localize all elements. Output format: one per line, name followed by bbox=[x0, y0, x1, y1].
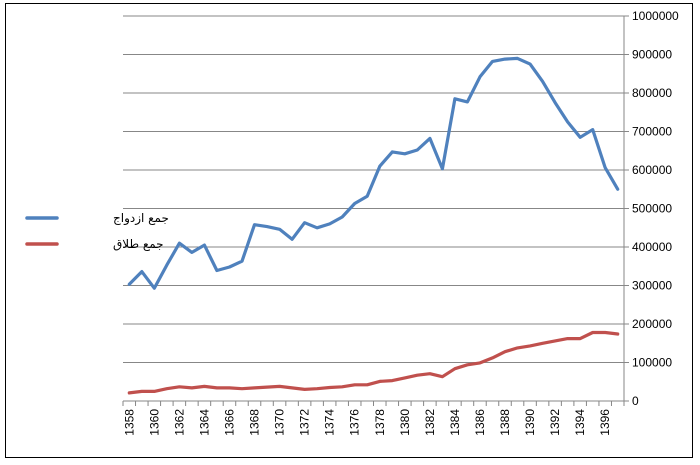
y-tick-label: 500000 bbox=[632, 202, 672, 216]
x-tick-label: 1386 bbox=[473, 409, 487, 436]
y-tick-label: 800000 bbox=[632, 86, 672, 100]
x-tick-label: 1388 bbox=[498, 409, 512, 436]
x-tick-label: 1366 bbox=[222, 409, 236, 436]
y-tick-label: 700000 bbox=[632, 125, 672, 139]
x-tick-label: 1362 bbox=[172, 409, 186, 436]
chart-frame bbox=[5, 3, 693, 458]
x-tick-labels: 1396 1394 1392 1390 1388 1386 1384 1382 1380 1378… bbox=[122, 409, 612, 436]
x-tick-label: 1364 bbox=[197, 409, 211, 436]
x-tick-label: 1358 bbox=[122, 409, 136, 436]
series-lines bbox=[127, 56, 620, 395]
x-tick-label: 1396 bbox=[598, 409, 612, 436]
x-tick-label: 1384 bbox=[448, 409, 462, 436]
axes bbox=[122, 15, 629, 406]
y-tick-label: 0 bbox=[632, 394, 639, 408]
y-tick-label: 100000 bbox=[632, 356, 672, 370]
legend-label: جمع طلاق bbox=[113, 237, 164, 251]
x-tick-label: 1392 bbox=[548, 409, 562, 436]
y-tick-label: 400000 bbox=[632, 240, 672, 254]
y-tick-label: 600000 bbox=[632, 163, 672, 177]
y-tick-label: 300000 bbox=[632, 279, 672, 293]
series-line-marriage bbox=[127, 56, 620, 290]
x-tick-label: 1390 bbox=[523, 409, 537, 436]
y-tick-label: 900000 bbox=[632, 48, 672, 62]
x-tick-label: 1368 bbox=[248, 409, 262, 436]
x-tick-label: 1378 bbox=[373, 409, 387, 436]
x-tick-label: 1372 bbox=[298, 409, 312, 436]
series-line-divorce bbox=[127, 330, 620, 395]
legend: جمع ازدواج جمع طلاق bbox=[25, 211, 169, 251]
x-tick-label: 1360 bbox=[147, 409, 161, 436]
y-tick-labels: 0 100000 200000 300000 400000 500000 600000 700… bbox=[632, 9, 679, 408]
x-tick-label: 1374 bbox=[323, 409, 337, 436]
x-tick-label: 1376 bbox=[348, 409, 362, 436]
x-tick-label: 1370 bbox=[273, 409, 287, 436]
x-tick-label: 1380 bbox=[398, 409, 412, 436]
x-tick-label: 1382 bbox=[423, 409, 437, 436]
legend-label: جمع ازدواج bbox=[113, 211, 169, 226]
y-tick-label: 1000000 bbox=[632, 9, 679, 23]
y-tick-label: 200000 bbox=[632, 317, 672, 331]
gridlines bbox=[123, 15, 624, 363]
x-tick-label: 1394 bbox=[573, 409, 587, 436]
